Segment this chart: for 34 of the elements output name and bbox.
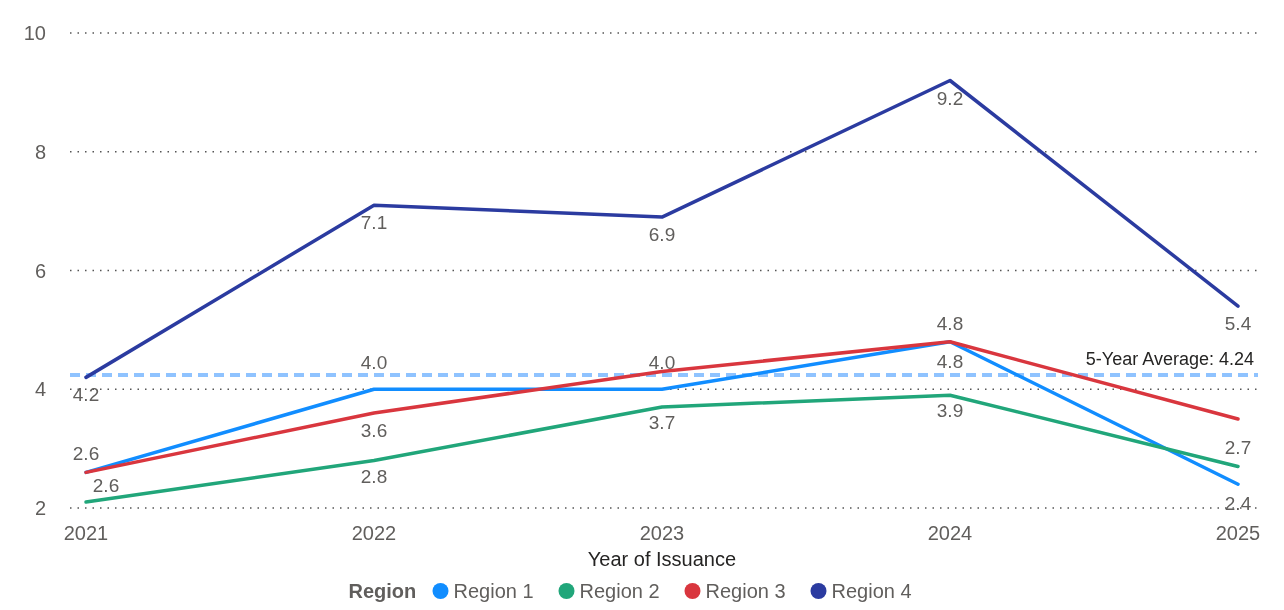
data-label: 4.8 [936, 312, 964, 334]
y-tick-label: 10 [23, 22, 46, 44]
x-tick-label: 2022 [351, 522, 397, 544]
data-label: 9.2 [936, 87, 964, 109]
legend-label: Region 4 [831, 580, 912, 602]
legend-label: Region 3 [705, 580, 786, 602]
data-label: 6.9 [648, 224, 676, 246]
data-label: 5.4 [1224, 313, 1252, 335]
data-label: 2.6 [72, 443, 100, 465]
x-tick-label: 2023 [639, 522, 685, 544]
x-tick-label: 2021 [63, 522, 109, 544]
data-label: 3.7 [648, 412, 676, 434]
y-tick-label: 8 [34, 140, 46, 163]
data-label: 2.4 [1224, 493, 1252, 515]
x-tick-label: 2025 [1215, 522, 1261, 544]
legend-title: Region [348, 580, 417, 602]
data-label: 4.2 [72, 384, 100, 406]
data-label: 7.1 [360, 212, 388, 234]
legend-label: Region 1 [453, 580, 534, 602]
data-label: 2.7 [1224, 437, 1252, 459]
data-label: 4.0 [360, 352, 388, 374]
data-label: 4.8 [936, 350, 964, 372]
y-tick-label: 2 [34, 497, 46, 519]
data-label: 3.6 [360, 420, 388, 441]
legend-label: Region 2 [579, 580, 660, 602]
y-tick-label: 4 [34, 378, 46, 401]
x-tick-label: 2024 [927, 522, 973, 544]
x-axis-title: Year of Issuance [587, 548, 737, 570]
data-label: 2.6 [92, 475, 120, 497]
data-label: 4.0 [648, 352, 676, 374]
data-label: 2.8 [360, 465, 388, 487]
y-tick-label: 6 [34, 259, 46, 282]
data-label: 3.9 [936, 400, 964, 422]
ref-line-label: 5-Year Average: 4.24 [1085, 349, 1254, 369]
